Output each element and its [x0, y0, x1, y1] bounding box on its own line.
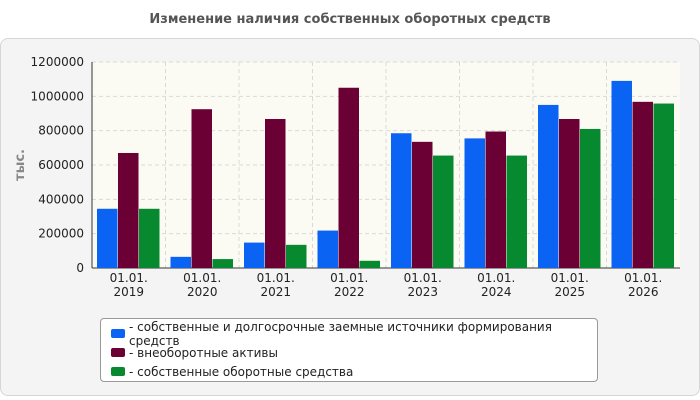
- bar-series1: [317, 230, 338, 268]
- bar-series3: [433, 155, 454, 268]
- x-tick-label: 01.01. 2025: [551, 271, 589, 299]
- y-tick-label: 400000: [38, 192, 84, 206]
- chart-title: Изменение наличия собственных оборотных …: [149, 12, 551, 27]
- bar-series1: [97, 208, 118, 268]
- legend-swatch: [111, 348, 125, 357]
- legend-item: - внеоборотные активы: [111, 343, 597, 362]
- bar-series2: [191, 109, 212, 268]
- bar-series2: [412, 141, 433, 268]
- y-axis-label: тыс.: [13, 149, 28, 181]
- x-tick-label: 01.01. 2022: [330, 271, 368, 299]
- bar-series2: [338, 87, 359, 268]
- bar-series2: [265, 118, 286, 268]
- x-tick-label: 01.01. 2026: [624, 271, 662, 299]
- y-tick-label: 1000000: [31, 89, 84, 103]
- y-tick-label: 1200000: [31, 55, 84, 69]
- bar-series1: [391, 133, 412, 268]
- x-tick-label: 01.01. 2024: [477, 271, 515, 299]
- legend-item: - собственные оборотные средства: [111, 362, 597, 381]
- bar-series3: [286, 244, 307, 268]
- bar-series3: [506, 155, 527, 268]
- x-tick-label: 01.01. 2020: [183, 271, 221, 299]
- y-tick-label: 200000: [38, 227, 84, 241]
- legend-label: - внеоборотные активы: [129, 345, 278, 360]
- bar-series1: [170, 256, 191, 268]
- x-tick-label: 01.01. 2019: [110, 271, 148, 299]
- y-tick-label: 600000: [38, 158, 84, 172]
- bar-series2: [118, 152, 139, 268]
- bar-series3: [139, 208, 160, 268]
- bar-series1: [244, 242, 265, 268]
- bar-series2: [485, 131, 506, 268]
- bar-series3: [580, 128, 601, 268]
- bar-series3: [653, 103, 674, 268]
- legend-swatch: [111, 329, 125, 338]
- x-tick-label: 01.01. 2021: [257, 271, 295, 299]
- legend-label: - собственные оборотные средства: [129, 364, 354, 379]
- bar-series1: [464, 138, 485, 268]
- bar-series3: [212, 259, 233, 268]
- bar-series1: [611, 80, 632, 268]
- bar-series2: [632, 101, 653, 269]
- bar-series2: [559, 118, 580, 268]
- bar-series1: [538, 104, 559, 269]
- bar-series3: [359, 260, 380, 268]
- legend-swatch: [111, 367, 125, 376]
- legend-item: - собственные и долгосрочные заемные ист…: [111, 320, 597, 348]
- legend-label: - собственные и долгосрочные заемные ист…: [129, 319, 552, 348]
- x-tick-label: 01.01. 2023: [404, 271, 442, 299]
- legend: - собственные и долгосрочные заемные ист…: [100, 318, 598, 382]
- y-tick-label: 800000: [38, 124, 84, 138]
- y-tick-label: 0: [76, 261, 84, 275]
